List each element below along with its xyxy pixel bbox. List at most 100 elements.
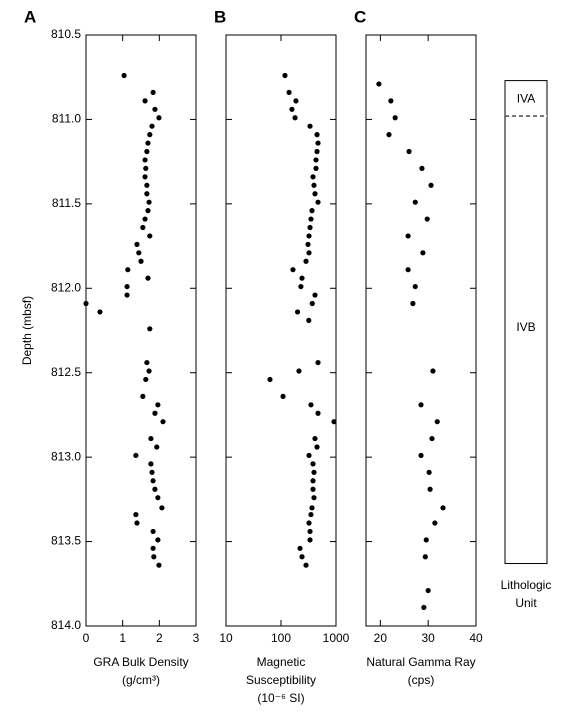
data-point [434, 419, 440, 425]
data-point [282, 72, 288, 79]
data-point [142, 157, 148, 163]
x-tick-label: 10 [219, 631, 233, 645]
data-point [308, 216, 314, 222]
data-point [315, 199, 321, 205]
x-tick-label: 0 [83, 631, 90, 645]
data-point [312, 435, 318, 442]
data-point [140, 224, 146, 231]
data-point [145, 275, 151, 281]
data-point [412, 283, 418, 290]
data-point [308, 402, 314, 408]
data-point [421, 604, 427, 611]
data-point [155, 495, 161, 501]
data-point [292, 115, 298, 121]
data-point [314, 444, 320, 450]
data-point [138, 258, 144, 264]
data-point [155, 402, 161, 408]
y-tick-label: 813.0 [51, 449, 81, 463]
data-point [313, 165, 319, 171]
data-point [310, 461, 316, 467]
data-point [306, 233, 312, 239]
data-point [307, 224, 313, 231]
data-point [406, 148, 412, 155]
data-point [309, 505, 315, 511]
data-point [147, 132, 153, 138]
panel-label: C [354, 7, 366, 26]
data-point [134, 241, 140, 247]
data-point [311, 182, 317, 188]
data-point [307, 123, 313, 129]
x-tick-label: 20 [374, 631, 388, 645]
data-point [310, 486, 316, 492]
plot-frame [225, 34, 337, 627]
data-point [151, 554, 157, 560]
data-point [307, 528, 313, 535]
data-point [150, 478, 156, 484]
data-point [422, 554, 428, 560]
data-point [133, 452, 139, 459]
x-axis-label: (10⁻⁶ SI) [257, 691, 304, 705]
lithology-title: Lithologic [501, 578, 552, 592]
data-point [312, 292, 318, 298]
data-point [156, 562, 162, 568]
data-point [410, 300, 416, 307]
data-point [294, 309, 301, 315]
data-point [309, 208, 315, 214]
unit-label: IVA [517, 91, 535, 105]
y-axis-label: Depth (mbsf) [20, 296, 34, 365]
data-point [298, 283, 304, 290]
x-tick-label: 1000 [323, 631, 350, 645]
data-point [315, 140, 321, 146]
data-point [143, 165, 149, 171]
data-point [155, 537, 161, 543]
y-tick-label: 811.0 [52, 112, 81, 126]
data-point [420, 250, 426, 256]
data-point [376, 81, 382, 87]
x-tick-label: 40 [469, 631, 483, 645]
y-tick-label: 812.0 [51, 280, 81, 294]
data-point [427, 486, 433, 492]
data-point [140, 393, 146, 399]
data-point [440, 505, 446, 511]
lithology-title: Unit [515, 596, 537, 610]
data-point [267, 376, 273, 383]
data-point [392, 115, 398, 121]
data-point [148, 461, 154, 467]
data-point [418, 452, 424, 459]
data-point [418, 402, 424, 408]
data-point [314, 132, 320, 138]
data-point [136, 250, 142, 256]
x-tick-label: 2 [156, 631, 163, 645]
y-tick-label: 813.5 [51, 534, 81, 548]
data-point [149, 469, 155, 475]
x-axis-label: Natural Gamma Ray [366, 655, 475, 669]
data-point [152, 410, 158, 416]
data-point [305, 241, 311, 247]
data-point [423, 537, 429, 543]
data-point [142, 98, 148, 104]
data-point [144, 191, 150, 197]
data-point [430, 368, 436, 374]
plot-frame [85, 34, 197, 627]
data-point [308, 511, 314, 518]
data-point [428, 182, 434, 188]
data-point [419, 165, 425, 171]
data-point [150, 545, 156, 551]
data-point [142, 216, 148, 222]
data-point [146, 199, 152, 205]
data-point [125, 267, 131, 273]
data-point [303, 562, 309, 568]
data-point [146, 368, 152, 374]
data-point [306, 520, 312, 526]
data-point [83, 300, 89, 307]
data-point [147, 326, 153, 332]
data-point [307, 537, 313, 543]
data-point [160, 419, 166, 425]
data-point [145, 208, 151, 214]
data-point [148, 435, 154, 442]
data-point [297, 545, 303, 551]
data-point [293, 98, 299, 104]
data-point [124, 292, 130, 298]
unit-label: IVB [516, 320, 535, 334]
